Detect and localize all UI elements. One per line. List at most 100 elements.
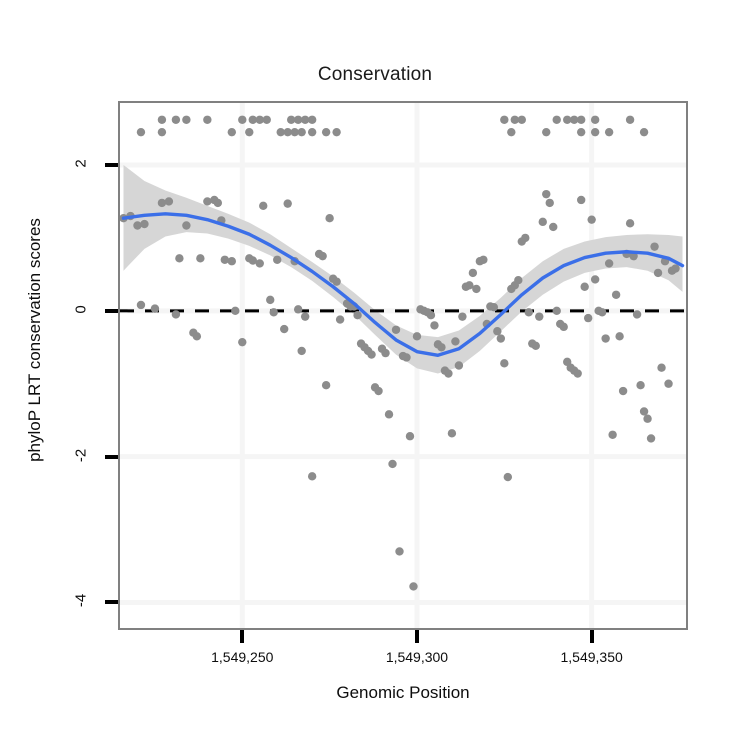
data-point [238,115,247,124]
data-point [273,255,282,264]
data-point [531,341,540,351]
data-point [297,127,306,137]
data-point [580,282,589,291]
data-point [590,115,600,124]
data-point [321,127,331,137]
data-point [500,359,509,368]
y-tick-label: 2 [72,159,90,168]
data-point [625,219,635,228]
x-tick-label: 1,549,300 [385,649,449,665]
data-point [507,127,516,137]
data-point [307,115,317,124]
data-point [290,127,299,137]
data-point [601,334,610,343]
data-point [335,315,345,324]
x-tick-mark [589,630,594,643]
plot-panel [118,101,688,630]
data-point [576,115,586,124]
data-point [220,255,230,264]
data-point [451,337,460,346]
data-point [545,198,554,208]
data-point [608,430,617,439]
data-point [171,115,181,124]
data-point [255,259,264,268]
data-point [468,268,478,278]
data-point [500,115,509,124]
data-point [538,217,547,227]
data-point [542,127,551,137]
data-point [444,369,453,378]
data-point [569,115,579,124]
data-point [604,127,614,137]
data-point [552,306,561,316]
data-point [307,472,317,481]
data-point [664,379,673,388]
data-point [238,337,247,347]
data-point [157,198,167,208]
data-point [409,582,418,591]
data-point [639,407,649,416]
data-point [300,312,310,321]
data-point [259,201,268,211]
data-point [381,348,390,358]
data-point [248,115,257,124]
data-point [269,308,278,317]
data-point [573,369,582,378]
y-tick-label: -4 [72,594,90,608]
data-point [391,325,401,334]
data-point [283,127,292,137]
data-point [384,410,394,419]
data-point [136,127,146,137]
data-point [213,198,223,208]
data-point [353,310,362,320]
data-point [559,322,568,332]
y-tick-mark [105,600,118,605]
x-tick-label: 1,549,350 [560,649,623,665]
smooth-trend-line [121,212,685,357]
data-point [643,414,652,423]
data-point [472,284,481,294]
data-point [307,127,317,137]
y-tick-mark [105,162,118,167]
data-point [426,310,436,320]
data-point [231,306,240,316]
data-point [182,115,191,124]
data-point [583,313,593,323]
data-point [514,275,523,285]
data-point [140,219,149,229]
data-point [133,221,142,230]
chart-title: Conservation [317,64,433,85]
data-point [542,189,551,199]
data-point [255,115,264,124]
data-point [510,115,520,124]
x-tick-label: 1,549,250 [211,649,274,665]
data-point [646,434,656,443]
data-point [164,197,174,206]
data-point [437,343,446,352]
data-point [639,127,649,137]
data-point [590,275,600,284]
data-point [262,115,271,124]
data-point [321,380,331,390]
data-point [611,290,621,299]
data-point [489,302,499,312]
data-point [632,310,642,319]
data-point [458,312,467,321]
smooth-confidence-band [123,164,683,374]
y-tick-mark [105,308,118,313]
data-point [196,254,205,263]
data-point [374,386,383,396]
data-point [150,304,160,313]
data-point [552,115,561,124]
data-point [535,312,544,321]
data-point [171,310,181,319]
data-point [563,115,572,124]
data-point [597,308,607,317]
data-point [332,277,341,286]
data-point [587,215,596,224]
data-point [590,127,600,137]
data-point [671,264,680,273]
data-point [493,327,502,336]
data-point [286,115,296,124]
